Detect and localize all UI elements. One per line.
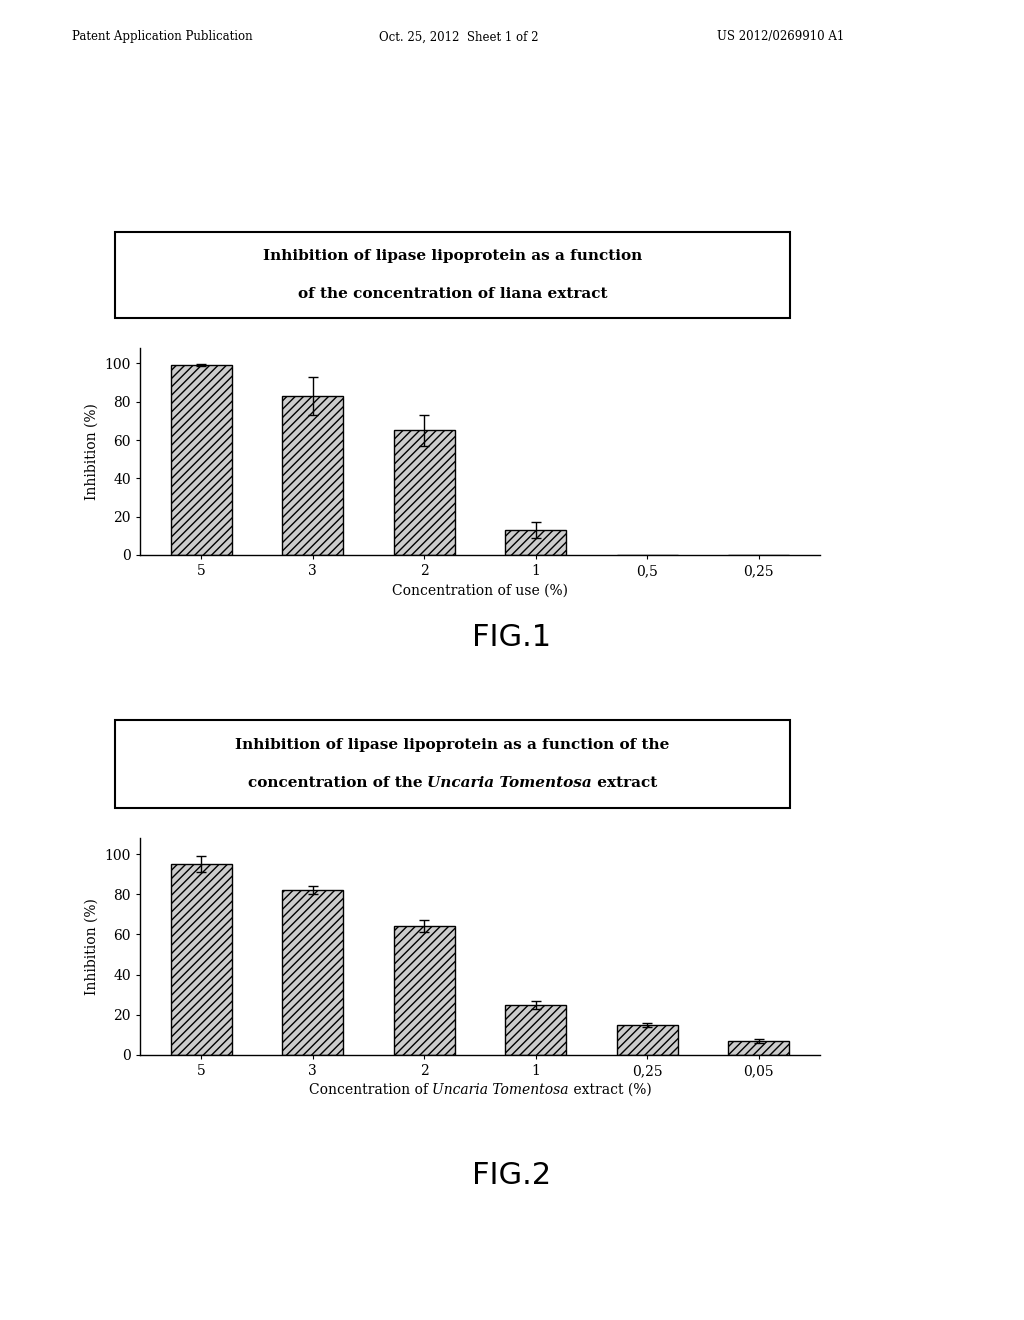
Text: Oct. 25, 2012  Sheet 1 of 2: Oct. 25, 2012 Sheet 1 of 2	[379, 30, 539, 44]
Bar	[393, 430, 455, 554]
Text: FIG.1: FIG.1	[472, 623, 552, 652]
Y-axis label: Inhibition (%): Inhibition (%)	[85, 898, 99, 995]
Bar	[393, 927, 455, 1055]
Text: extract (%): extract (%)	[568, 1082, 651, 1097]
Bar	[283, 396, 343, 554]
Text: Uncaria Tomentosa: Uncaria Tomentosa	[427, 776, 592, 791]
Bar	[283, 890, 343, 1055]
Text: Uncaria Tomentosa: Uncaria Tomentosa	[432, 1082, 568, 1097]
Text: extract: extract	[592, 776, 657, 791]
Bar	[505, 531, 566, 554]
Text: of the concentration of liana extract: of the concentration of liana extract	[298, 286, 607, 301]
Text: FIG.2: FIG.2	[472, 1160, 552, 1189]
Bar	[505, 1005, 566, 1055]
X-axis label: Concentration of use (%): Concentration of use (%)	[392, 583, 568, 598]
Text: concentration of the: concentration of the	[248, 776, 427, 791]
FancyBboxPatch shape	[115, 719, 790, 808]
FancyBboxPatch shape	[115, 232, 790, 318]
Bar	[616, 1024, 678, 1055]
Text: Inhibition of lipase lipoprotein as a function of the: Inhibition of lipase lipoprotein as a fu…	[236, 738, 670, 751]
Bar	[171, 865, 232, 1055]
Text: Patent Application Publication: Patent Application Publication	[72, 30, 252, 44]
Y-axis label: Inhibition (%): Inhibition (%)	[85, 403, 99, 500]
Bar	[171, 366, 232, 554]
Text: US 2012/0269910 A1: US 2012/0269910 A1	[717, 30, 844, 44]
Bar	[728, 1041, 790, 1055]
Text: Inhibition of lipase lipoprotein as a function: Inhibition of lipase lipoprotein as a fu…	[263, 249, 642, 263]
Text: Concentration of: Concentration of	[308, 1082, 432, 1097]
